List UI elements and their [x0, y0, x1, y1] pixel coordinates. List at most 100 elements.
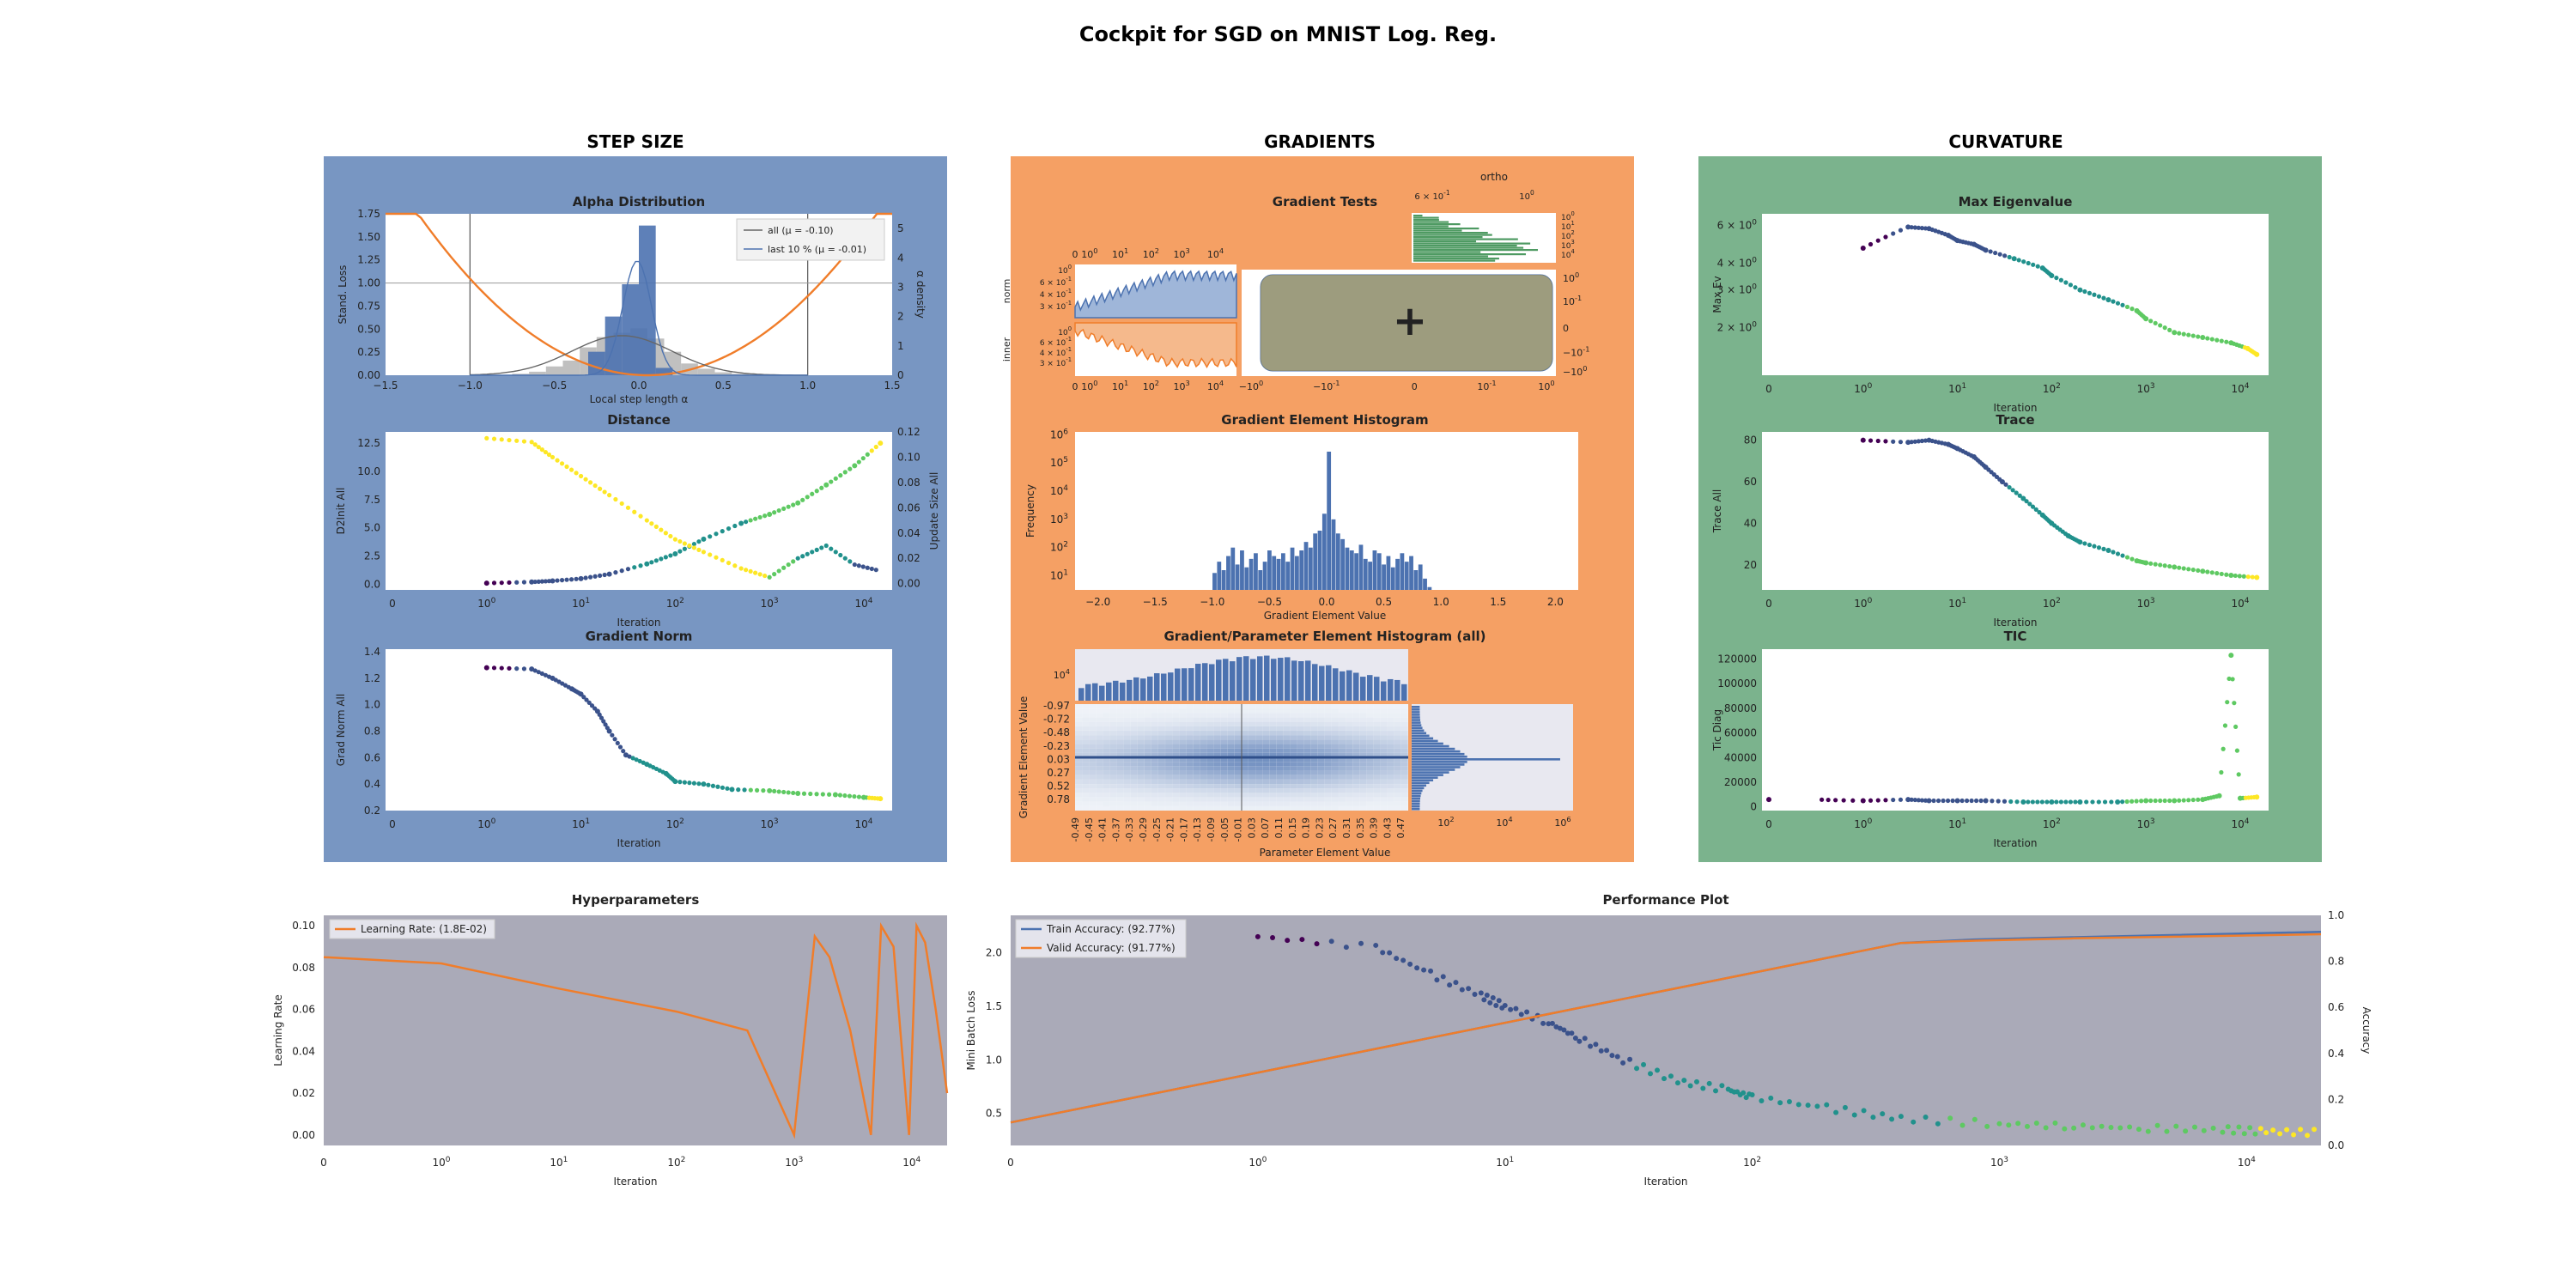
heatmap-cell	[1082, 739, 1090, 744]
loss-point	[2015, 1121, 2021, 1127]
data-point	[2129, 307, 2135, 312]
heatmap-cell	[1186, 775, 1194, 780]
right-marginal-bar	[1412, 761, 1467, 763]
data-point	[860, 456, 866, 461]
heatmap-cell	[1352, 721, 1360, 726]
bar-all	[562, 360, 580, 375]
data-point	[742, 787, 747, 793]
heatmap-cell	[1297, 704, 1304, 709]
data-point	[1883, 798, 1888, 803]
ortho-bar	[1413, 253, 1527, 256]
data-point	[2035, 264, 2040, 269]
heatmap-cell	[1082, 748, 1090, 753]
heatmap-cell	[1089, 704, 1097, 709]
heatmap-cell	[1241, 788, 1249, 793]
loss-point	[1634, 1066, 1640, 1072]
heatmap-cell	[1339, 708, 1346, 714]
x-tick-label: -0.09	[1206, 817, 1217, 841]
data-point	[1919, 438, 1925, 444]
heatmap-cell	[1103, 797, 1110, 802]
top-marginal-bar	[1388, 678, 1394, 701]
update-size-point	[638, 513, 643, 519]
heatmap-cell	[1227, 708, 1235, 714]
heatmap-cell	[1303, 739, 1311, 744]
heatmap-cell	[1373, 784, 1381, 789]
data-point	[2186, 332, 2191, 337]
x-tick-label: 102	[1743, 1156, 1761, 1169]
norm-label: norm	[1001, 279, 1012, 304]
heatmap-cell	[1172, 797, 1180, 802]
heatmap-cell	[1186, 770, 1194, 775]
x-tick-label: 0.27	[1327, 817, 1339, 839]
x-tick-label: 102	[2043, 382, 2061, 395]
heatmap-cell	[1213, 713, 1221, 718]
loss-point	[1569, 1030, 1575, 1036]
heatmap-cell	[1359, 757, 1367, 762]
heatmap-cell	[1269, 784, 1277, 789]
top-marginal-bar	[1106, 682, 1112, 701]
loss-point	[2071, 1125, 2077, 1131]
y-axis-label: Gradient Element Value	[1018, 696, 1030, 819]
heatmap-cell	[1283, 744, 1291, 749]
x-tick-label: 104	[2238, 1156, 2256, 1169]
heatmap-cell	[1165, 801, 1173, 806]
heatmap-cell	[1089, 805, 1097, 811]
bar-last	[639, 225, 656, 375]
heatmap-cell	[1290, 731, 1297, 736]
heatmap-cell	[1234, 704, 1242, 709]
y-tick-label: -0.23	[1043, 740, 1070, 752]
heatmap-cell	[1103, 739, 1110, 744]
heatmap-cell	[1262, 779, 1270, 784]
data-point	[720, 785, 726, 790]
heatmap-cell	[1324, 748, 1332, 753]
loss-point	[2252, 1131, 2258, 1137]
heatmap-cell	[1394, 704, 1401, 709]
chart-title: Performance Plot	[1602, 892, 1728, 908]
heatmap-cell	[1151, 784, 1158, 789]
y-tick-label: 5.0	[364, 522, 380, 534]
update-size-point	[781, 565, 787, 570]
loss-point	[1861, 1108, 1867, 1114]
x-tick-label: 0.03	[1246, 817, 1257, 839]
heatmap-cell	[1303, 784, 1311, 789]
heatmap-cell	[1324, 726, 1332, 731]
right-marginal-bar	[1412, 726, 1423, 729]
heatmap-cell	[1352, 766, 1360, 771]
heatmap-cell	[1303, 779, 1311, 784]
heatmap-cell	[1103, 704, 1110, 709]
heatmap-cell	[1297, 752, 1304, 757]
heatmap-cell	[1387, 704, 1394, 709]
data-point	[2215, 571, 2220, 576]
heatmap-cell	[1089, 744, 1097, 749]
heatmap-cell	[1186, 726, 1194, 731]
ortho-bar	[1413, 219, 1439, 222]
heatmap-cell	[1227, 717, 1235, 722]
update-size-point	[833, 550, 838, 555]
x-tick-label: -0.21	[1165, 817, 1176, 841]
data-point	[833, 476, 838, 481]
heatmap-cell	[1400, 775, 1408, 780]
heatmap-cell	[1186, 721, 1194, 726]
right-marginal-bar	[1412, 797, 1421, 800]
heatmap-cell	[1089, 735, 1097, 740]
data-point	[2049, 272, 2055, 278]
heatmap-cell	[1269, 757, 1277, 762]
axes-background	[1762, 649, 2269, 811]
x-axis-label: Gradient Element Value	[1264, 610, 1387, 622]
ortho-bar	[1413, 249, 1539, 252]
data-point	[587, 574, 593, 580]
loss-point	[1466, 986, 1472, 992]
x-tick-label: 100	[1854, 382, 1872, 395]
heatmap-cell	[1331, 739, 1339, 744]
heatmap-cell	[1157, 752, 1165, 757]
legend-label: Learning Rate: (1.8E-02)	[361, 923, 487, 935]
heatmap-cell	[1249, 752, 1255, 757]
heatmap-cell	[1290, 801, 1297, 806]
data-point	[838, 473, 843, 478]
heatmap-cell	[1200, 721, 1207, 726]
data-point	[2109, 799, 2114, 805]
norm-y-tick-label: 100	[1058, 264, 1072, 276]
heatmap-cell	[1262, 793, 1270, 798]
y-tick-label: 40000	[1724, 751, 1757, 763]
